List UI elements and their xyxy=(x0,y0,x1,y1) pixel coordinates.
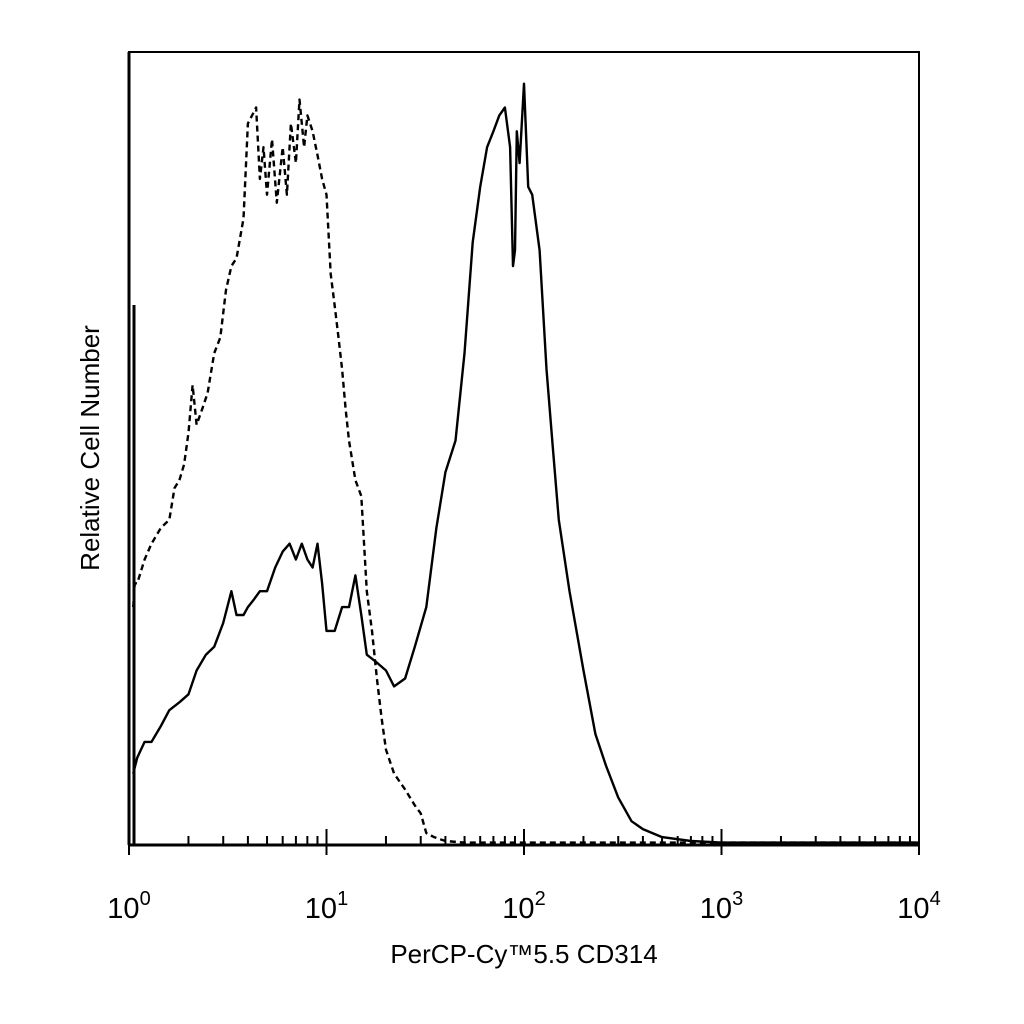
series-layer xyxy=(132,82,919,845)
plot-frame xyxy=(128,51,920,846)
series-line-dashed xyxy=(132,98,919,844)
series-line-solid xyxy=(132,82,919,844)
x-tick-label: 101 xyxy=(305,888,348,925)
x-tick-label: 102 xyxy=(502,888,545,925)
x-tick-label: 103 xyxy=(700,888,743,925)
x-tick-label: 100 xyxy=(107,888,150,925)
x-tick-labels: 100 101 102 103 104 xyxy=(107,888,940,925)
x-tick-label: 104 xyxy=(897,888,940,925)
x-axis-title: PerCP-Cy™5.5 CD314 xyxy=(390,939,657,969)
y-axis-title: Relative Cell Number xyxy=(75,325,105,571)
